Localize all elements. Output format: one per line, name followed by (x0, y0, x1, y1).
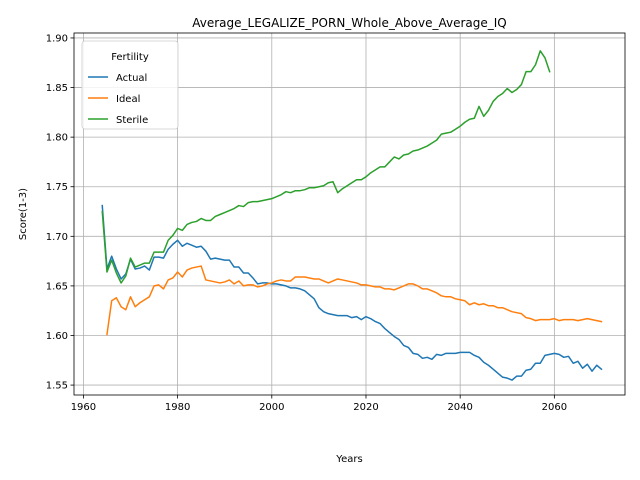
y-axis-label: Score(1-3) (18, 188, 29, 240)
series-line-sterile (101, 50, 551, 284)
ticks: 1960 1980 2000 2020 2040 2060 1.55 1.60 1.65 1.70… (46, 33, 567, 413)
legend-label-ideal: Ideal (116, 94, 140, 105)
y-tick-label: 1.70 (46, 232, 68, 243)
series-layer (101, 50, 603, 381)
x-tick-label: 2020 (353, 402, 378, 413)
y-tick-label: 1.90 (46, 33, 68, 44)
series-line-actual (101, 204, 603, 381)
y-tick-label: 1.65 (46, 281, 68, 292)
y-tick-label: 1.85 (46, 83, 68, 94)
legend-box (81, 40, 179, 130)
series-line-ideal (106, 265, 603, 336)
x-tick-label: 2000 (259, 402, 284, 413)
chart-title: Average_LEGALIZE_PORN_Whole_Above_Averag… (192, 16, 507, 30)
x-axis-label: Years (335, 454, 362, 465)
y-tick-label: 1.75 (46, 182, 68, 193)
x-tick-label: 1960 (71, 402, 96, 413)
legend-title: Fertility (111, 52, 149, 63)
x-tick-label: 1980 (165, 402, 190, 413)
legend-label-actual: Actual (116, 73, 147, 84)
legend: Fertility Actual Ideal Sterile (81, 40, 179, 130)
plot-frame (73, 32, 626, 396)
x-tick-label: 2060 (542, 402, 567, 413)
legend-label-sterile: Sterile (116, 115, 148, 126)
y-tick-label: 1.60 (46, 331, 68, 342)
y-tick-label: 1.80 (46, 133, 68, 144)
y-tick-label: 1.55 (46, 381, 68, 392)
x-tick-label: 2040 (447, 402, 472, 413)
